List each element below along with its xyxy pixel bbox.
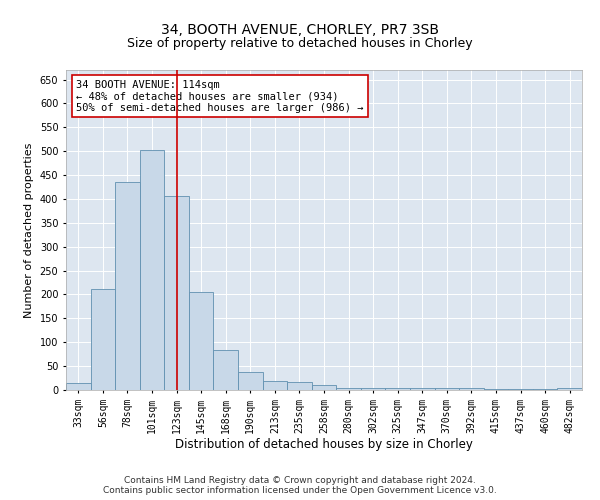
Bar — [557, 388, 582, 390]
Bar — [434, 388, 459, 390]
Bar — [508, 389, 533, 390]
Text: 34 BOOTH AVENUE: 114sqm
← 48% of detached houses are smaller (934)
50% of semi-d: 34 BOOTH AVENUE: 114sqm ← 48% of detache… — [76, 80, 364, 113]
Text: Size of property relative to detached houses in Chorley: Size of property relative to detached ho… — [127, 38, 473, 51]
Bar — [459, 388, 484, 390]
Bar — [385, 388, 410, 390]
Bar — [214, 350, 238, 390]
Bar — [410, 388, 434, 390]
Bar — [361, 388, 385, 390]
Bar — [238, 372, 263, 390]
Bar — [66, 383, 91, 390]
Bar — [263, 382, 287, 390]
Bar — [484, 389, 508, 390]
Text: 34, BOOTH AVENUE, CHORLEY, PR7 3SB: 34, BOOTH AVENUE, CHORLEY, PR7 3SB — [161, 22, 439, 36]
Bar — [533, 389, 557, 390]
Bar — [115, 182, 140, 390]
Bar — [140, 150, 164, 390]
Bar — [312, 385, 336, 390]
X-axis label: Distribution of detached houses by size in Chorley: Distribution of detached houses by size … — [175, 438, 473, 452]
Bar — [91, 288, 115, 390]
Bar — [336, 388, 361, 390]
Bar — [189, 292, 214, 390]
Text: Contains HM Land Registry data © Crown copyright and database right 2024.
Contai: Contains HM Land Registry data © Crown c… — [103, 476, 497, 495]
Bar — [287, 382, 312, 390]
Y-axis label: Number of detached properties: Number of detached properties — [24, 142, 34, 318]
Bar — [164, 196, 189, 390]
